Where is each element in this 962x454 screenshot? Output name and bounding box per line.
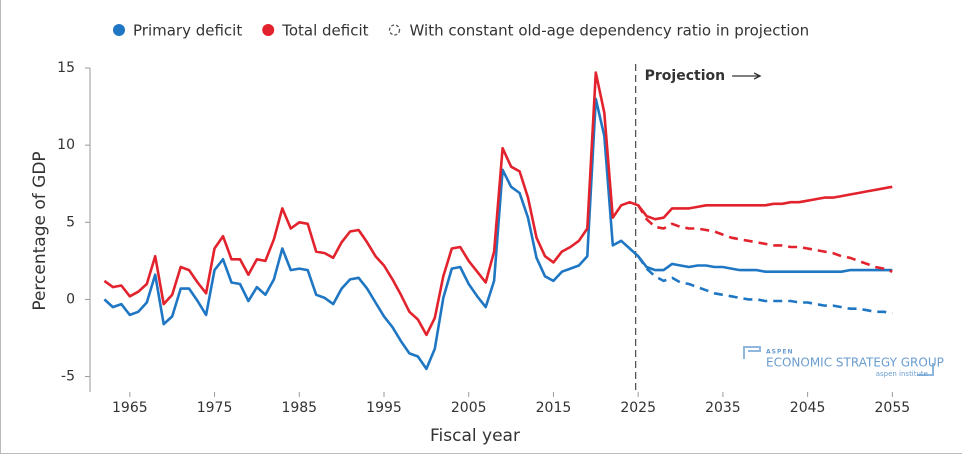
logo-bracket <box>917 363 934 376</box>
logo-text: aspen institute <box>876 370 928 378</box>
y-axis-label: Percentage of GDP <box>30 151 50 310</box>
x-tick-label: 2025 <box>620 400 656 416</box>
x-axis-label: Fiscal year <box>430 426 520 446</box>
line <box>103 97 893 371</box>
x-tick-label: 1995 <box>366 400 402 416</box>
legend-marker <box>262 24 275 36</box>
x-tick-label: 2005 <box>451 400 487 416</box>
legend-label: Primary deficit <box>133 22 242 40</box>
logo-text: ASPEN <box>766 349 793 356</box>
x-tick-label: 1975 <box>197 400 233 416</box>
y-tick-label: 15 <box>57 60 75 76</box>
x-tick-label: 2015 <box>536 400 572 416</box>
legend-marker <box>113 24 125 36</box>
y-tick-label: -5 <box>61 369 75 385</box>
x-tick-label: 2035 <box>705 400 741 416</box>
x-tick-label: 2045 <box>790 400 826 416</box>
dashed-line <box>637 204 893 273</box>
y-tick-label: 10 <box>57 137 75 153</box>
projection-arrow <box>732 72 762 80</box>
x-tick-label: 2055 <box>875 400 911 416</box>
x-tick-label: 1965 <box>112 400 148 416</box>
legend-label: With constant old-age dependency ratio i… <box>410 22 810 40</box>
dashed-line <box>637 255 893 315</box>
legend-label: Total deficit <box>281 22 368 40</box>
projection-label: Projection <box>645 68 725 84</box>
logo-text: ECONOMIC STRATEGY GROUP <box>766 356 944 370</box>
legend-marker <box>388 24 401 36</box>
line <box>103 71 893 337</box>
y-tick-label: 5 <box>66 214 75 230</box>
x-tick-label: 1985 <box>281 400 317 416</box>
logo-bracket <box>743 346 761 359</box>
y-tick-label: 0 <box>66 291 75 307</box>
